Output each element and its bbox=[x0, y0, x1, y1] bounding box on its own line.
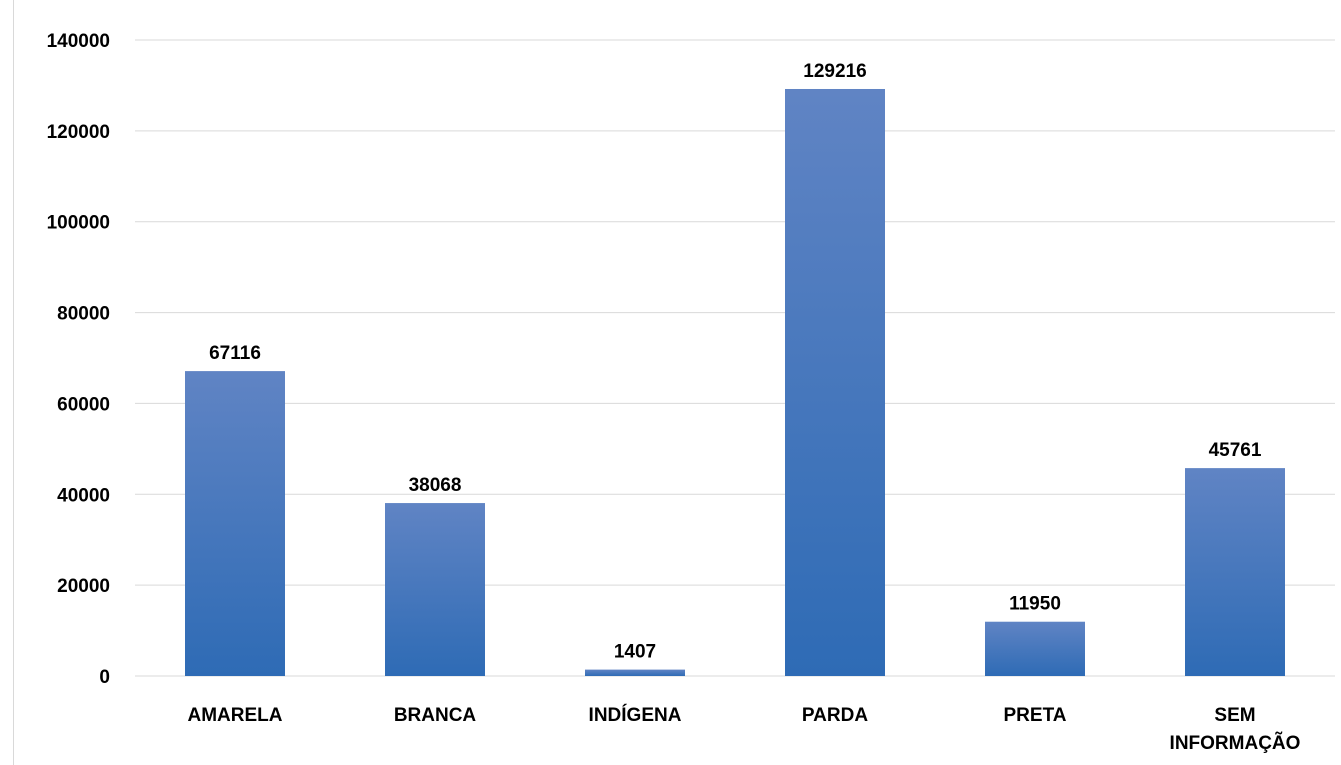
y-tick-label: 120000 bbox=[47, 122, 110, 143]
category-label: BRANCA bbox=[394, 705, 477, 726]
y-tick-label: 60000 bbox=[57, 394, 110, 415]
category-label: PRETA bbox=[1004, 705, 1067, 726]
bar bbox=[385, 503, 485, 676]
data-labels: 67116 38068 1407 129216 11950 45761 bbox=[209, 61, 1262, 663]
y-axis-tick-labels: 0 20000 40000 60000 80000 100000 120000 140000 bbox=[47, 31, 110, 688]
y-tick-label: 20000 bbox=[57, 576, 110, 597]
y-tick-label: 100000 bbox=[47, 213, 110, 234]
data-label: 67116 bbox=[209, 343, 261, 364]
y-tick-label: 0 bbox=[99, 667, 110, 688]
bar bbox=[785, 88, 885, 676]
data-label: 38068 bbox=[409, 475, 462, 496]
data-label: 1407 bbox=[614, 642, 656, 663]
bar bbox=[1185, 468, 1285, 676]
category-label-line: INDÍGENA bbox=[589, 704, 682, 726]
bar bbox=[585, 669, 685, 676]
chart-frame-edge bbox=[13, 0, 14, 765]
category-label-line: SEM bbox=[1214, 705, 1255, 726]
y-tick-label: 140000 bbox=[47, 31, 110, 52]
bar bbox=[985, 621, 1085, 676]
gridlines bbox=[135, 39, 1335, 677]
category-label-line: AMARELA bbox=[188, 705, 283, 726]
category-label-line: PRETA bbox=[1004, 705, 1067, 726]
category-label: INDÍGENA bbox=[589, 704, 682, 726]
data-label: 11950 bbox=[1009, 594, 1061, 615]
category-label: AMARELA bbox=[188, 705, 283, 726]
data-label: 45761 bbox=[1209, 440, 1262, 461]
data-label: 129216 bbox=[803, 61, 866, 82]
bar bbox=[185, 371, 285, 676]
y-tick-label: 80000 bbox=[57, 304, 110, 325]
x-axis-category-labels: AMARELA BRANCA INDÍGENA PARDA PRETA SEM INFORM… bbox=[188, 704, 1301, 754]
category-label-line: PARDA bbox=[802, 705, 868, 726]
category-label-line: INFORMAÇÃO bbox=[1170, 732, 1301, 754]
category-label: PARDA bbox=[802, 705, 868, 726]
y-tick-label: 40000 bbox=[57, 485, 110, 506]
category-label-line: BRANCA bbox=[394, 705, 477, 726]
bars bbox=[185, 88, 1285, 676]
category-label: SEM INFORMAÇÃO bbox=[1170, 705, 1301, 754]
